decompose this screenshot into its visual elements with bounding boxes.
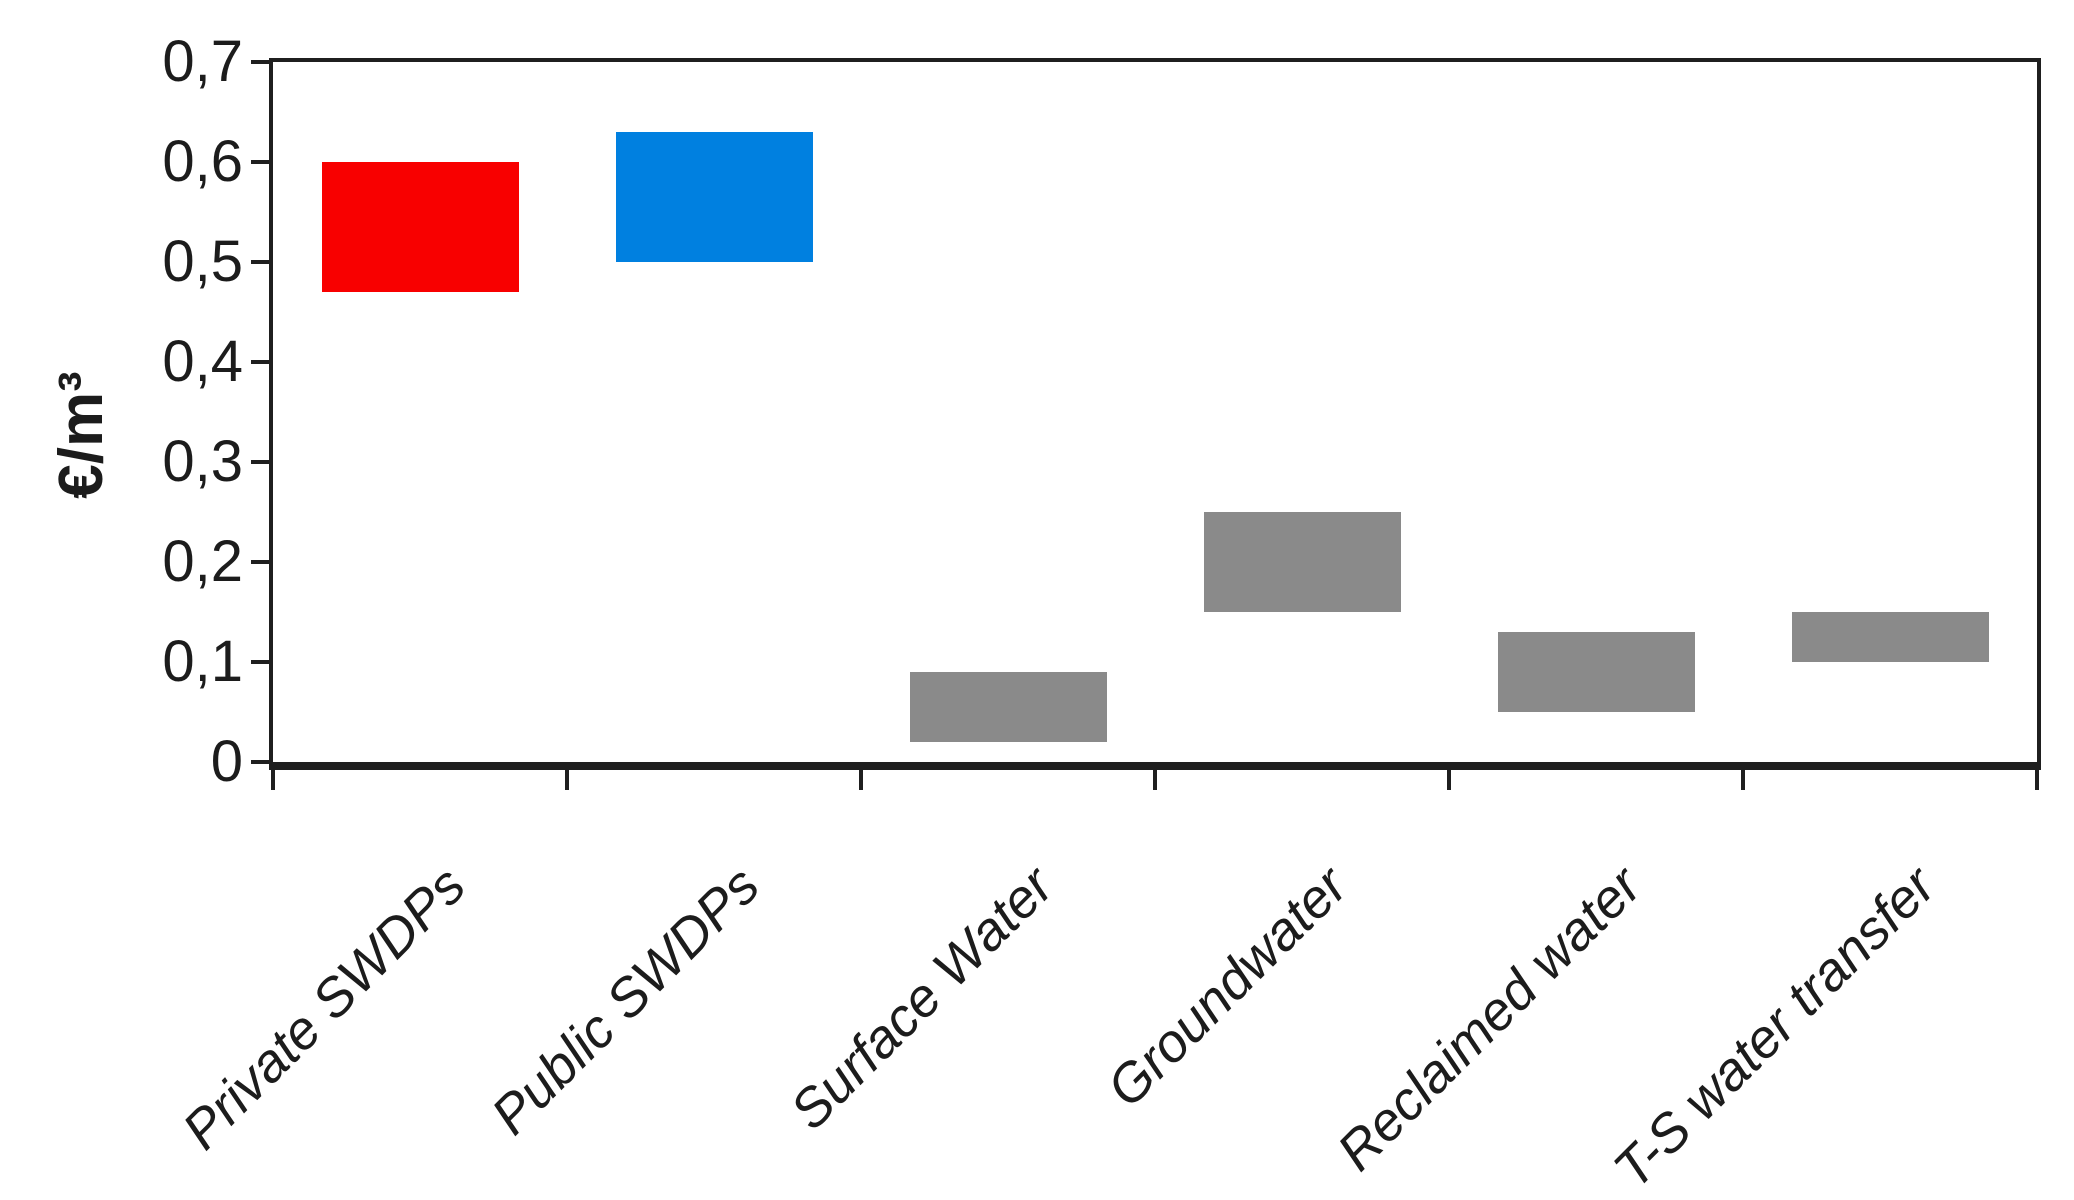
y-tick-mark	[251, 260, 273, 264]
range-bar-t-s-water-transfer	[1791, 612, 1989, 662]
x-tick-mark	[1741, 770, 1745, 790]
y-tick-mark	[251, 460, 273, 464]
x-tick-mark	[1153, 770, 1157, 790]
x-tick-mark	[565, 770, 569, 790]
x-category-label-private-swdps: Private SWDPs	[171, 855, 477, 1161]
y-tick-label: 0,7	[162, 29, 243, 94]
y-tick-label: 0,5	[162, 229, 243, 294]
x-category-label-reclaimed-water: Reclaimed water	[1325, 855, 1653, 1183]
y-tick-mark	[251, 560, 273, 564]
range-bar-public-swdps	[615, 132, 813, 262]
y-tick-label: 0,1	[162, 629, 243, 694]
x-category-label-groundwater: Groundwater	[1095, 855, 1359, 1119]
y-tick-label: 0,4	[162, 329, 243, 394]
range-bar-private-swdps	[321, 162, 519, 292]
x-tick-mark	[2035, 770, 2039, 790]
x-tick-mark	[271, 770, 275, 790]
y-tick-label: 0,6	[162, 129, 243, 194]
y-tick-label: 0	[210, 729, 243, 794]
y-tick-mark	[251, 360, 273, 364]
plot-area	[269, 58, 2041, 770]
y-tick-mark	[251, 60, 273, 64]
y-tick-label: 0,2	[162, 529, 243, 594]
y-tick-mark	[251, 760, 273, 764]
x-tick-mark	[1447, 770, 1451, 790]
x-category-label-t-s-water-transfer: T-S water transfer	[1602, 855, 1947, 1200]
y-tick-mark	[251, 160, 273, 164]
range-bar-groundwater	[1203, 512, 1401, 612]
x-category-label-surface-water: Surface Water	[778, 855, 1065, 1142]
y-tick-mark	[251, 660, 273, 664]
y-tick-label: 0,3	[162, 429, 243, 494]
range-bar-reclaimed-water	[1497, 632, 1695, 712]
x-category-label-public-swdps: Public SWDPs	[480, 855, 771, 1146]
x-tick-mark	[859, 770, 863, 790]
range-bar-surface-water	[909, 672, 1107, 742]
